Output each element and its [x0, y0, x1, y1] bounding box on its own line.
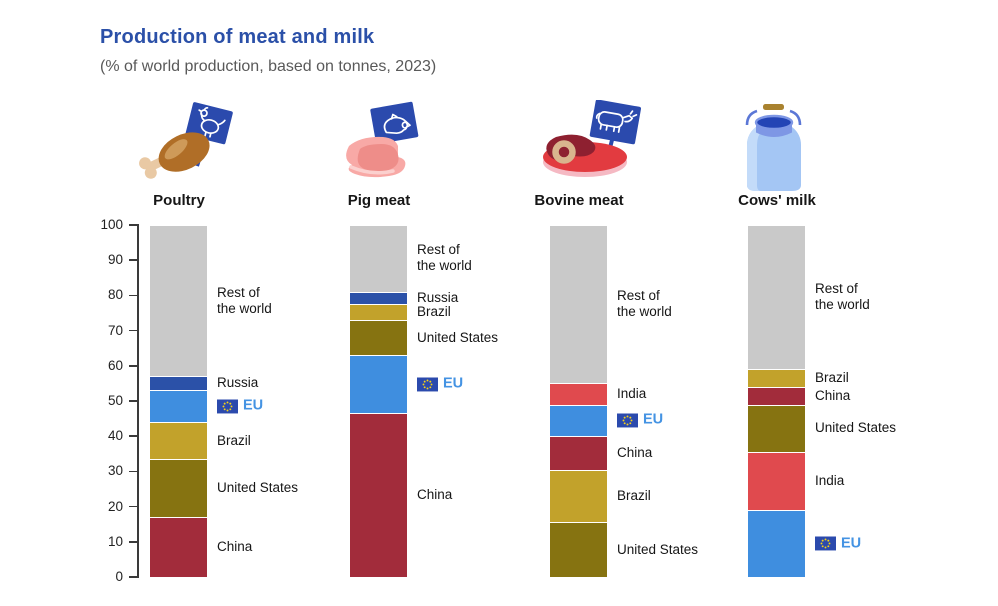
category-title: Poultry	[153, 192, 205, 209]
segment-label-united-states: United States	[217, 480, 299, 496]
segment-label-brazil: Brazil	[815, 370, 849, 386]
y-tick-mark	[129, 505, 138, 508]
eu-label-text: EU	[243, 397, 264, 414]
segment-label-india: India	[617, 385, 647, 401]
bar-segment-china	[150, 517, 207, 577]
segment-label-eu: EU	[617, 412, 767, 429]
bar-segment-india	[748, 452, 805, 511]
bar-segment-rest-of-the-world	[150, 225, 207, 377]
segment-label-brazil: Brazil	[217, 432, 251, 448]
segment-label-rest-of-the-world: Rest of the world	[815, 281, 870, 313]
bar-segment-russia	[350, 291, 407, 305]
steak-eu-sign-icon	[536, 99, 641, 192]
y-tick-label: 90	[107, 252, 123, 268]
y-tick-mark	[129, 224, 138, 226]
eu-label-text: EU	[643, 411, 664, 428]
y-tick-mark	[129, 400, 138, 402]
bar-segment-eu	[150, 390, 207, 423]
y-tick-label: 100	[100, 217, 123, 232]
stacked-bar-cows-milk	[748, 225, 805, 577]
y-tick-mark	[129, 365, 138, 367]
chart-group-poultry: Poultry China United States Brazil EU Russia R…	[138, 0, 390, 606]
category-title: Cows' milk	[738, 192, 816, 209]
eu-flag-icon	[815, 536, 836, 551]
y-tick-mark	[129, 294, 138, 297]
segment-label-china: China	[217, 539, 253, 555]
segment-label-rest-of-the-world: Rest of the world	[617, 288, 672, 320]
category-title: Pig meat	[347, 192, 411, 209]
chart-group-pig-meat: Pig meat China EU United States Brazil Russia…	[345, 0, 590, 606]
eu-label-text: EU	[443, 375, 464, 392]
stacked-bar-bovine-meat	[550, 225, 607, 577]
bar-segment-russia	[150, 376, 207, 391]
segment-label-eu: EU	[815, 535, 965, 552]
segment-label-brazil: Brazil	[417, 304, 451, 320]
bar-segment-china	[350, 413, 407, 577]
bar-segment-rest-of-the-world	[550, 225, 607, 384]
bar-segment-united-states	[748, 404, 805, 453]
y-tick-mark	[129, 329, 138, 332]
segment-label-rest-of-the-world: Rest of the world	[217, 284, 272, 316]
bar-segment-united-states	[350, 320, 407, 356]
stacked-bar-pig-meat	[350, 225, 407, 577]
bar-segment-eu	[550, 404, 607, 437]
bar-segment-brazil	[150, 422, 207, 460]
segment-label-brazil: Brazil	[617, 488, 651, 504]
drumstick-eu-sign-icon	[136, 100, 240, 192]
bar-segment-rest-of-the-world	[748, 225, 805, 370]
bar-segment-brazil	[550, 469, 607, 523]
bar-segment-china	[748, 386, 805, 405]
eu-label-text: EU	[841, 534, 862, 551]
segment-label-russia: Russia	[417, 290, 459, 306]
bar-segment-brazil	[350, 304, 407, 321]
segment-label-united-states: United States	[815, 420, 897, 436]
chart-group-cows-milk: Cows' milk EU India United States China Brazi…	[738, 0, 988, 606]
y-tick-mark	[129, 576, 138, 578]
pork-eu-sign-icon	[336, 100, 440, 192]
y-tick-label: 10	[107, 533, 123, 549]
stacked-bar-poultry	[150, 225, 207, 577]
eu-flag-icon	[417, 377, 438, 392]
segment-label-eu: EU	[217, 398, 367, 415]
y-tick-label: 70	[107, 322, 123, 338]
category-title: Bovine meat	[534, 192, 624, 209]
y-tick-label: 80	[107, 287, 123, 303]
bar-segment-eu	[748, 510, 805, 577]
y-tick-label: 40	[107, 428, 123, 444]
y-tick-mark	[129, 541, 138, 543]
y-tick-label: 60	[107, 357, 123, 373]
y-tick-mark	[129, 435, 138, 437]
segment-label-united-states: United States	[417, 329, 499, 345]
segment-label-china: China	[815, 387, 851, 403]
bar-segment-india	[550, 383, 607, 405]
eu-flag-icon	[217, 399, 238, 414]
segment-label-china: China	[617, 444, 653, 460]
y-axis-line	[137, 224, 139, 578]
y-tick-label: 30	[107, 463, 123, 479]
y-tick-label: 20	[107, 498, 123, 514]
bar-segment-brazil	[748, 369, 805, 387]
eu-flag-icon	[617, 413, 638, 428]
milk-can-icon	[734, 100, 838, 192]
segment-label-rest-of-the-world: Rest of the world	[417, 242, 472, 274]
segment-label-eu: EU	[417, 376, 567, 393]
bar-segment-united-states	[150, 459, 207, 518]
bar-segment-eu	[350, 355, 407, 414]
bar-segment-china	[550, 436, 607, 470]
segment-label-russia: Russia	[217, 375, 259, 391]
segment-label-united-states: United States	[617, 541, 699, 557]
segment-label-china: China	[417, 487, 453, 503]
y-tick-mark	[129, 259, 138, 261]
y-tick-label: 0	[115, 569, 123, 584]
page-subtitle: (% of world production, based on tonnes,…	[100, 58, 437, 75]
chart-group-bovine-meat: Bovine meat United States Brazil China EU Ind…	[534, 0, 790, 606]
y-tick-mark	[129, 470, 138, 473]
page-title: Production of meat and milk	[100, 26, 375, 48]
segment-label-india: India	[815, 473, 845, 489]
bar-segment-united-states	[550, 522, 607, 577]
bar-segment-rest-of-the-world	[350, 225, 407, 292]
y-tick-label: 50	[107, 393, 123, 408]
